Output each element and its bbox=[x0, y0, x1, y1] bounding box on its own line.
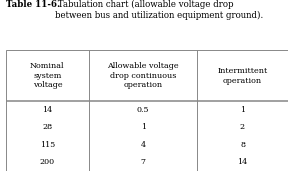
Text: Intermittent
operation: Intermittent operation bbox=[218, 67, 268, 84]
Text: Tabulation chart (allowable voltage drop
between bus and utilization equipment g: Tabulation chart (allowable voltage drop… bbox=[55, 0, 264, 20]
Text: 14: 14 bbox=[237, 158, 248, 166]
Text: 7: 7 bbox=[141, 158, 146, 166]
Text: Table 11-6.: Table 11-6. bbox=[6, 0, 60, 9]
Text: 115: 115 bbox=[40, 141, 55, 149]
Text: 14: 14 bbox=[42, 106, 53, 114]
Text: 4: 4 bbox=[141, 141, 146, 149]
Text: 0.5: 0.5 bbox=[137, 106, 150, 114]
Text: 28: 28 bbox=[42, 123, 53, 131]
Text: 200: 200 bbox=[40, 158, 55, 166]
Text: Nominal
system
voltage: Nominal system voltage bbox=[30, 62, 65, 89]
Text: 2: 2 bbox=[240, 123, 245, 131]
Text: Allowable voltage
drop continuous
operation: Allowable voltage drop continuous operat… bbox=[107, 62, 179, 89]
Text: 1: 1 bbox=[240, 106, 245, 114]
Text: 1: 1 bbox=[141, 123, 146, 131]
Text: 8: 8 bbox=[240, 141, 245, 149]
